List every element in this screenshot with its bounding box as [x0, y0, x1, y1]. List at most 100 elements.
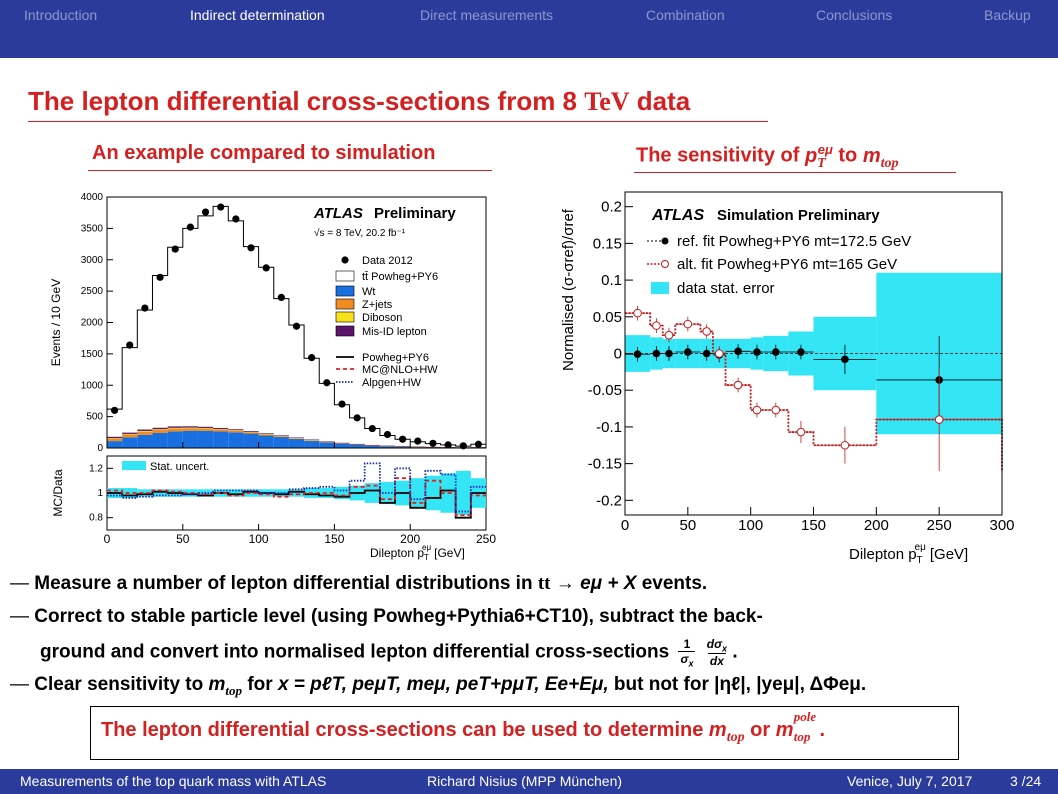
bkg-diboson-bar: [288, 437, 305, 439]
y-tick-label: 0: [97, 443, 103, 454]
bullet-2-line2: ground and convert into normalised lepto…: [40, 641, 670, 663]
data-point: [474, 440, 483, 448]
bkg-misid-bar: [243, 430, 259, 432]
bkg-wt-bar: [349, 444, 365, 448]
ref-fit-point: [841, 355, 849, 364]
nav-indirect-determination[interactable]: Indirect determination: [190, 7, 325, 23]
x-tick-label: 50: [176, 532, 190, 546]
data-point: [277, 293, 285, 301]
nav-backup[interactable]: Backup: [984, 7, 1031, 23]
nav-combination[interactable]: Combination: [646, 7, 725, 23]
data-point: [217, 203, 225, 211]
legend-swatch: [335, 270, 355, 282]
atlas-tag: Simulation Preliminary: [717, 207, 880, 224]
slide-title-unit: TeV: [584, 87, 630, 116]
bkg-zjets-bar: [122, 434, 138, 438]
stat-uncert-band: [319, 488, 335, 498]
y-tick-label: -0.05: [588, 382, 622, 399]
bkg-zjets-bar: [288, 438, 305, 439]
ratio-line-1: [107, 477, 486, 517]
data-point: [262, 264, 270, 272]
data-point: [171, 245, 179, 253]
alt-fit-point: [714, 349, 724, 358]
ratio-y-tick-label: 1: [97, 488, 103, 499]
bullet-2-line1: Correct to stable particle level (using …: [34, 606, 763, 627]
legend-label: Powheg+PY6: [362, 352, 429, 364]
bkg-misid-bar: [107, 436, 123, 439]
footer: Measurements of the top quark mass with …: [0, 769, 1058, 794]
bkg-diboson-bar: [122, 433, 138, 435]
y-axis-label: Events / 10 GeV: [49, 279, 63, 366]
footer-page: 3 /24: [1010, 773, 1042, 789]
data-point: [126, 341, 134, 349]
ref-fit-point: [652, 349, 661, 358]
atlas-label: ATLAS: [313, 205, 363, 222]
legend-label: tt̄ Powheg+PY6: [362, 271, 438, 283]
left-heading-underline: [88, 170, 492, 171]
right-heading-var: pTeμ: [804, 142, 833, 171]
y-tick-label: 0: [614, 346, 622, 363]
x-tick-label: 300: [989, 517, 1014, 534]
alt-fit-point: [752, 405, 762, 415]
data-point: [232, 215, 240, 223]
stat-uncert-band: [455, 470, 471, 516]
data-point: [323, 379, 331, 387]
x-tick-label: 100: [738, 517, 763, 534]
bkg-diboson-bar: [213, 428, 229, 430]
bkg-misid-bar: [197, 426, 214, 428]
bkg-zjets-bar: [167, 428, 183, 432]
y-tick-label: 3500: [81, 223, 104, 234]
y-tick-label: 0.15: [593, 235, 622, 252]
y-tick-label: -0.2: [596, 492, 622, 509]
y-tick-label: 500: [86, 412, 103, 423]
data-point: [399, 435, 407, 443]
right-heading-m: mtop: [862, 144, 899, 171]
x-tick-label: 150: [801, 517, 826, 534]
bkg-misid-bar: [213, 427, 229, 429]
bkg-diboson-bar: [228, 430, 244, 431]
bkg-wt-bar: [182, 430, 198, 448]
bkg-diboson-bar: [273, 435, 289, 437]
bullet-1-emu: eμ + X: [580, 573, 637, 594]
y-tick-label: 0.1: [601, 272, 622, 289]
bullet-3-list: x = pℓT, peμT, meμ, peT+pμT, Ee+Eμ,: [277, 674, 609, 695]
bullet-3: — Clear sensitivity to mtop for x = pℓT,…: [10, 674, 867, 698]
data-point: [444, 441, 452, 449]
bullet-1-end: events.: [641, 573, 708, 594]
footer-title: Measurements of the top quark mass with …: [20, 773, 327, 789]
bkg-misid-bar: [304, 439, 320, 441]
alt-fit-point: [796, 427, 806, 437]
bullet-1-tt: tt: [537, 573, 551, 594]
x-axis-label: Dilepton pTeμ [GeV]: [370, 543, 465, 562]
bkg-wt-bar: [258, 435, 274, 448]
right-heading-underline: [634, 172, 956, 173]
stat-uncert-band: [122, 488, 138, 498]
bkg-zjets-bar: [213, 429, 229, 432]
bkg-wt-bar: [152, 432, 168, 448]
ratio-y-tick-label: 1.2: [89, 463, 103, 474]
data-point: [383, 430, 392, 439]
bkg-misid-bar: [122, 432, 138, 434]
alt-fit-histogram: [625, 312, 1003, 471]
nav-introduction[interactable]: Introduction: [24, 7, 98, 23]
alt-fit-point: [934, 415, 944, 424]
ratio-y-tick-label: 0.8: [89, 513, 103, 524]
y-tick-label: 0.2: [601, 199, 622, 216]
nav-direct-measurements[interactable]: Direct measurements: [420, 7, 554, 23]
ref-fit-point: [702, 349, 711, 358]
nav-conclusions[interactable]: Conclusions: [816, 7, 893, 23]
ref-fit-point: [665, 349, 673, 358]
bkg-wt-bar: [273, 437, 289, 448]
stat-uncert-band: [288, 489, 305, 497]
bkg-diboson-bar: [107, 438, 123, 439]
stat-uncert-band: [243, 489, 259, 497]
bullet-1-text: Measure a number of lepton differential …: [34, 573, 533, 594]
bullet-2-cont: ground and convert into normalised lepto…: [40, 637, 738, 669]
bkg-misid-bar: [258, 433, 274, 434]
stat-uncert-band: [137, 489, 153, 497]
energy-label: √s = 8 TeV, 20.2 fb⁻¹: [314, 227, 406, 239]
bkg-misid-bar: [334, 442, 350, 444]
atlas-tag: Preliminary: [374, 205, 456, 222]
y-tick-label: -0.15: [588, 456, 622, 473]
bkg-diboson-bar: [182, 427, 198, 429]
